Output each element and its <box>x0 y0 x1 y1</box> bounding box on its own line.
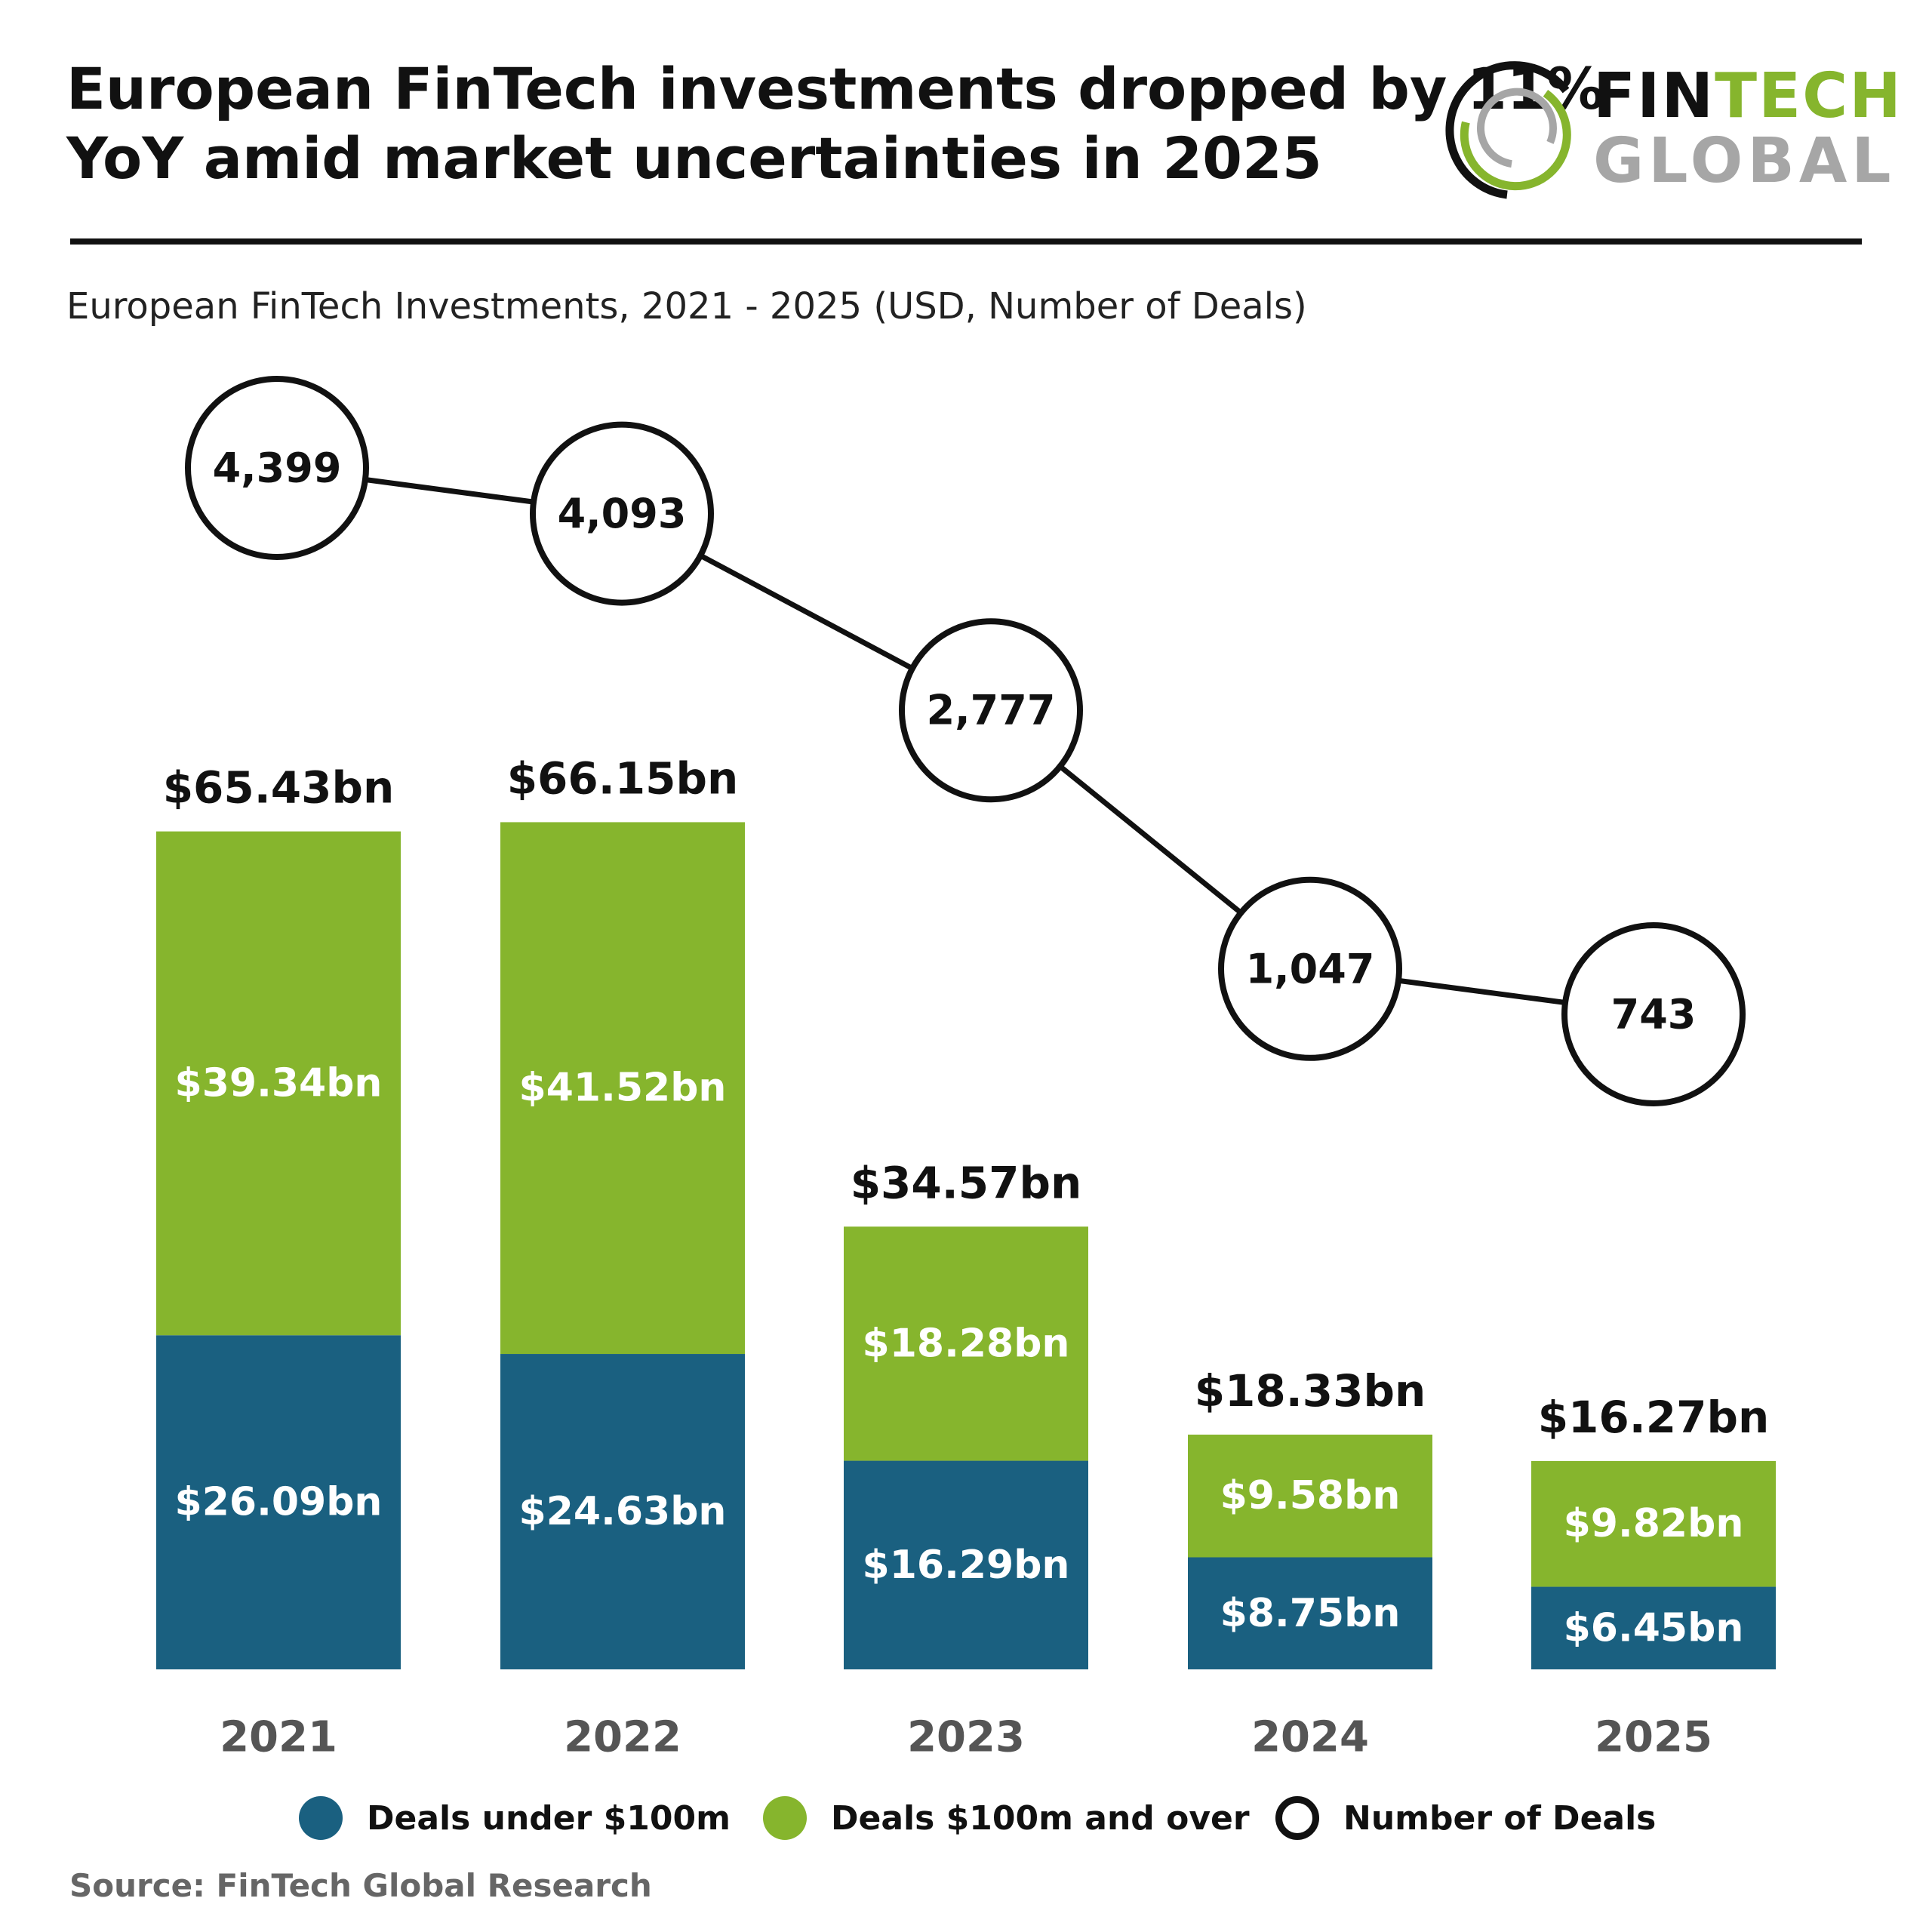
total-label: $18.33bn <box>1195 1365 1426 1417</box>
x-tick-label: 2024 <box>1251 1713 1369 1762</box>
page-title: European FinTech investments dropped by … <box>66 54 1604 193</box>
deals-label: 4,093 <box>558 490 687 537</box>
bar-over-100m <box>844 1226 1088 1461</box>
source-note: Source: FinTech Global Research <box>69 1867 652 1904</box>
title-line-1: European FinTech investments dropped by … <box>66 55 1604 122</box>
legend-label: Deals $100m and over <box>831 1798 1250 1838</box>
deals-label: 1,047 <box>1246 945 1375 992</box>
deals-label: 743 <box>1611 991 1697 1038</box>
deals-point <box>1218 876 1402 1061</box>
bar-over-100m <box>1531 1460 1776 1587</box>
legend-swatch-green-icon <box>763 1796 807 1840</box>
segment-label-over-100m: $39.34bn <box>175 1060 383 1106</box>
total-label: $34.57bn <box>851 1157 1082 1208</box>
total-label: $65.43bn <box>163 762 395 814</box>
bar-under-100m <box>500 1354 745 1669</box>
total-label: $66.15bn <box>507 752 739 804</box>
deals-label: 4,399 <box>213 445 342 492</box>
logo-rings-icon <box>1445 61 1571 199</box>
deals-point <box>899 618 1083 803</box>
segment-label-under-100m: $8.75bn <box>1220 1591 1401 1636</box>
x-tick-label: 2021 <box>220 1713 337 1762</box>
fintech-global-logo: FINTECH GLOBAL <box>1445 60 1901 204</box>
legend-label: Number of Deals <box>1343 1798 1657 1838</box>
segment-label-over-100m: $9.82bn <box>1564 1501 1744 1546</box>
legend: Deals under $100m Deals $100m and over N… <box>0 1796 1932 1841</box>
bar-over-100m <box>156 831 401 1336</box>
legend-item-over-100m: Deals $100m and over <box>763 1796 1250 1840</box>
bar-over-100m <box>1188 1434 1432 1558</box>
bar-under-100m <box>156 1335 401 1669</box>
title-divider <box>70 238 1862 245</box>
segment-label-over-100m: $18.28bn <box>863 1321 1070 1366</box>
deals-point <box>530 421 714 606</box>
logo-text-global: GLOBAL <box>1593 125 1896 197</box>
segment-label-under-100m: $24.63bn <box>519 1489 727 1534</box>
segment-label-under-100m: $26.09bn <box>175 1480 383 1525</box>
segment-label-under-100m: $6.45bn <box>1564 1605 1744 1651</box>
bar-under-100m <box>1188 1557 1432 1669</box>
x-tick-label: 2023 <box>907 1713 1025 1762</box>
legend-circle-icon <box>1275 1796 1319 1840</box>
deals-label: 2,777 <box>927 687 1056 734</box>
legend-item-under-100m: Deals under $100m <box>299 1796 731 1840</box>
legend-label: Deals under $100m <box>367 1798 731 1838</box>
segment-label-over-100m: $41.52bn <box>519 1066 727 1111</box>
x-tick-label: 2025 <box>1595 1713 1712 1762</box>
bar-over-100m <box>500 822 745 1355</box>
logo-text-fintech: FINTECH <box>1593 60 1903 132</box>
chart-subtitle: European FinTech Investments, 2021 - 202… <box>66 285 1307 328</box>
bar-under-100m <box>1531 1586 1776 1669</box>
deals-point <box>185 376 369 560</box>
segment-label-under-100m: $16.29bn <box>863 1543 1070 1588</box>
title-line-2: YoY amid market uncertainties in 2025 <box>66 125 1322 192</box>
deals-point <box>1561 922 1746 1106</box>
bar-under-100m <box>844 1460 1088 1669</box>
x-tick-label: 2022 <box>564 1713 681 1762</box>
legend-item-number-of-deals: Number of Deals <box>1275 1796 1656 1840</box>
total-label: $16.27bn <box>1538 1392 1770 1443</box>
segment-label-over-100m: $9.58bn <box>1220 1473 1401 1518</box>
legend-swatch-blue-icon <box>299 1796 343 1840</box>
